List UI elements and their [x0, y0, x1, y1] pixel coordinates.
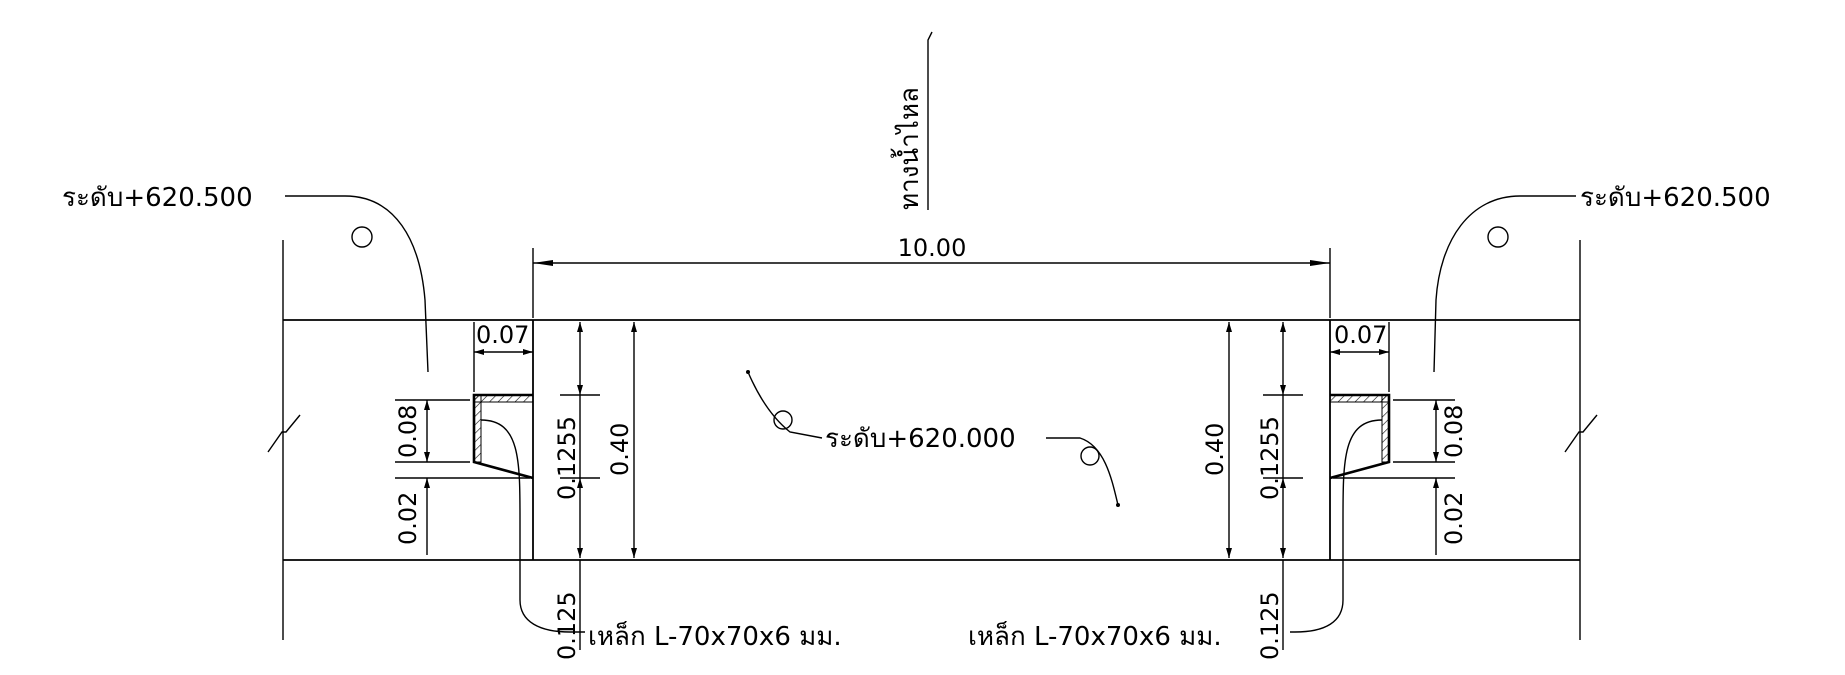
- bottom-level-label: ระดับ+620.000: [825, 424, 1016, 454]
- left-top-level-label: ระดับ+620.500: [62, 183, 253, 213]
- right-top-level-label: ระดับ+620.500: [1580, 183, 1771, 213]
- left-top-level: ระดับ+620.500: [62, 183, 429, 373]
- right-depth-text: 0.40: [1201, 423, 1229, 476]
- flow-direction: ทางน้ำไหล: [890, 31, 933, 210]
- right-top-level: ระดับ+620.500: [1433, 183, 1771, 373]
- left-wall: [472, 320, 534, 560]
- left-notch-height-text: 0.08: [394, 405, 422, 458]
- right-steel-note: เหล็ก L-70x70x6 มม.: [968, 620, 1222, 652]
- left-depth-text: 0.40: [606, 423, 634, 476]
- right-dimensions: 0.07 0.08 0.02 0.1255 0.40 0.125 เหล็ก L…: [968, 321, 1468, 660]
- left-dimensions: 0.07 0.08 0.02 0.1255 0.40 0.125 เหล็ก L…: [394, 321, 842, 660]
- channel-outline: [267, 240, 1598, 640]
- left-steel-note: เหล็ก L-70x70x6 มม.: [588, 620, 842, 652]
- flow-direction-label: ทางน้ำไหล: [890, 87, 925, 210]
- bottom-level: ระดับ+620.000: [746, 370, 1120, 507]
- right-inner-overlap-text: 0.1255: [1256, 416, 1284, 500]
- left-step-height-text: 0.02: [394, 492, 422, 545]
- left-top-offset-text: 0.07: [476, 321, 529, 349]
- right-step-height-text: 0.02: [1440, 492, 1468, 545]
- right-notch-height-text: 0.08: [1440, 405, 1468, 458]
- span-dimension: 10.00: [532, 234, 1331, 318]
- right-lower-dim-text: 0.125: [1256, 591, 1284, 660]
- right-wall: [1329, 320, 1391, 560]
- left-inner-overlap-text: 0.1255: [553, 416, 581, 500]
- span-dimension-text: 10.00: [898, 234, 967, 262]
- right-top-offset-text: 0.07: [1334, 321, 1387, 349]
- left-lower-dim-text: 0.125: [553, 591, 581, 660]
